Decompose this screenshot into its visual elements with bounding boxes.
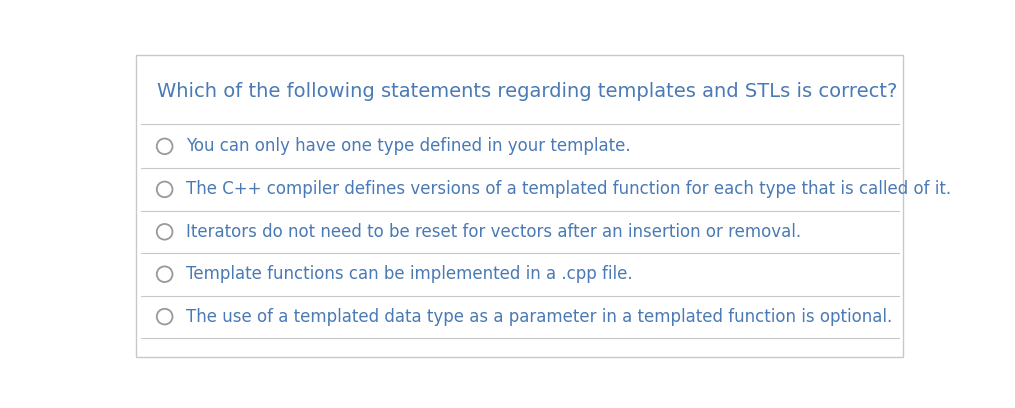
- Ellipse shape: [156, 224, 173, 239]
- Text: The C++ compiler defines versions of a templated function for each type that is : The C++ compiler defines versions of a t…: [186, 180, 951, 198]
- Ellipse shape: [156, 309, 173, 324]
- Text: You can only have one type defined in your template.: You can only have one type defined in yo…: [186, 137, 630, 155]
- Ellipse shape: [156, 266, 173, 282]
- Text: Iterators do not need to be reset for vectors after an insertion or removal.: Iterators do not need to be reset for ve…: [186, 223, 801, 241]
- Ellipse shape: [156, 182, 173, 197]
- Text: The use of a templated data type as a parameter in a templated function is optio: The use of a templated data type as a pa…: [186, 308, 892, 326]
- Text: Template functions can be implemented in a .cpp file.: Template functions can be implemented in…: [186, 265, 632, 283]
- FancyBboxPatch shape: [136, 55, 903, 357]
- Ellipse shape: [156, 139, 173, 154]
- Text: Which of the following statements regarding templates and STLs is correct?: Which of the following statements regard…: [156, 82, 897, 101]
